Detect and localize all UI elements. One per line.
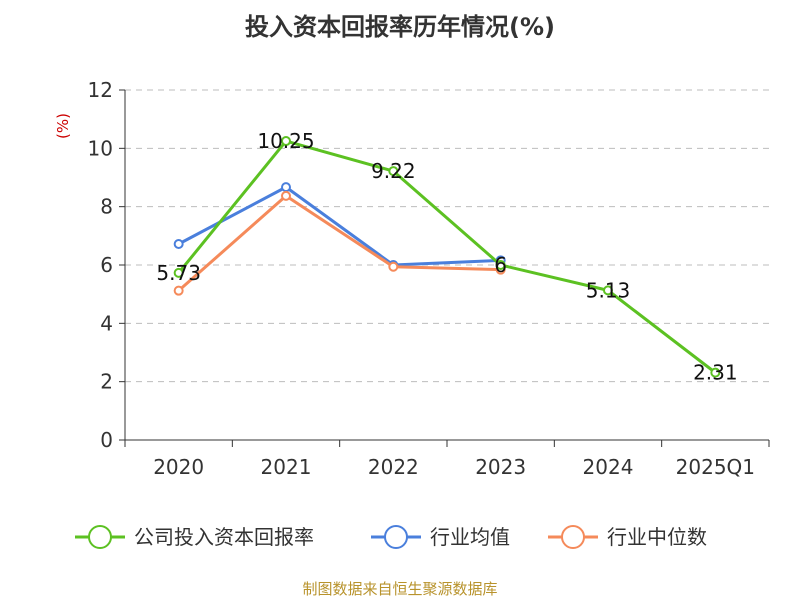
legend-label: 行业均值 <box>430 525 510 549</box>
data-point <box>495 260 506 270</box>
legend-marker <box>561 525 585 549</box>
x-tick-label: 2021 <box>261 455 312 479</box>
series-0 <box>173 136 721 378</box>
data-point <box>603 285 613 296</box>
legend-item-1: 行业均值 <box>371 525 510 549</box>
data-label: 5.13 <box>586 278 631 302</box>
y-tick-label: 2 <box>100 370 113 394</box>
data-point <box>281 182 291 193</box>
x-tick-label: 2025Q1 <box>676 455 755 479</box>
x-tick-label: 2020 <box>153 455 204 479</box>
data-point <box>388 261 399 272</box>
data-point <box>173 239 184 249</box>
data-point <box>281 190 291 201</box>
data-labels: 5.73 10.25 9.22 6 5.13 2.31 <box>156 129 737 385</box>
data-point <box>281 136 291 147</box>
y-tick-label: 10 <box>88 136 113 160</box>
grid-lines <box>125 89 769 383</box>
x-tick-label: 2022 <box>368 455 419 479</box>
data-label: 2.31 <box>693 361 738 385</box>
axes <box>119 89 770 447</box>
data-label: 10.25 <box>257 129 314 153</box>
series-line <box>177 139 717 374</box>
legend-marker <box>384 525 408 549</box>
data-label: 6 <box>494 253 507 277</box>
y-axis-label: (%) <box>54 113 72 139</box>
legend: 公司投入资本回报率 行业均值 行业中位数 <box>75 525 707 549</box>
y-tick-label: 4 <box>100 311 113 335</box>
x-tick-label: 2024 <box>583 455 634 479</box>
series-group <box>173 136 721 378</box>
x-tick-labels: 2020 2021 2022 2023 2024 2025Q1 <box>153 455 755 479</box>
data-point <box>173 285 184 296</box>
y-tick-label: 0 <box>100 428 113 452</box>
y-tick-label: 6 <box>100 253 113 277</box>
source-note: 制图数据来自恒生聚源数据库 <box>302 580 497 598</box>
series-2 <box>173 190 506 296</box>
series-line <box>177 185 501 267</box>
data-point <box>388 166 399 177</box>
data-point <box>173 267 184 278</box>
legend-label: 公司投入资本回报率 <box>134 525 314 549</box>
y-tick-label: 12 <box>88 78 113 102</box>
legend-marker <box>88 525 112 549</box>
data-label: 9.22 <box>371 159 416 183</box>
data-point <box>710 367 721 378</box>
legend-item-2: 行业中位数 <box>548 525 707 549</box>
y-tick-label: 8 <box>100 195 113 219</box>
y-tick-labels: 0 2 4 6 8 10 12 <box>88 78 113 452</box>
series-line <box>177 194 501 292</box>
data-label: 5.73 <box>156 261 201 285</box>
chart-title: 投入资本回报率历年情况(%) <box>245 13 555 41</box>
x-tick-label: 2023 <box>475 455 526 479</box>
legend-item-0: 公司投入资本回报率 <box>75 525 314 549</box>
legend-label: 行业中位数 <box>607 525 707 549</box>
